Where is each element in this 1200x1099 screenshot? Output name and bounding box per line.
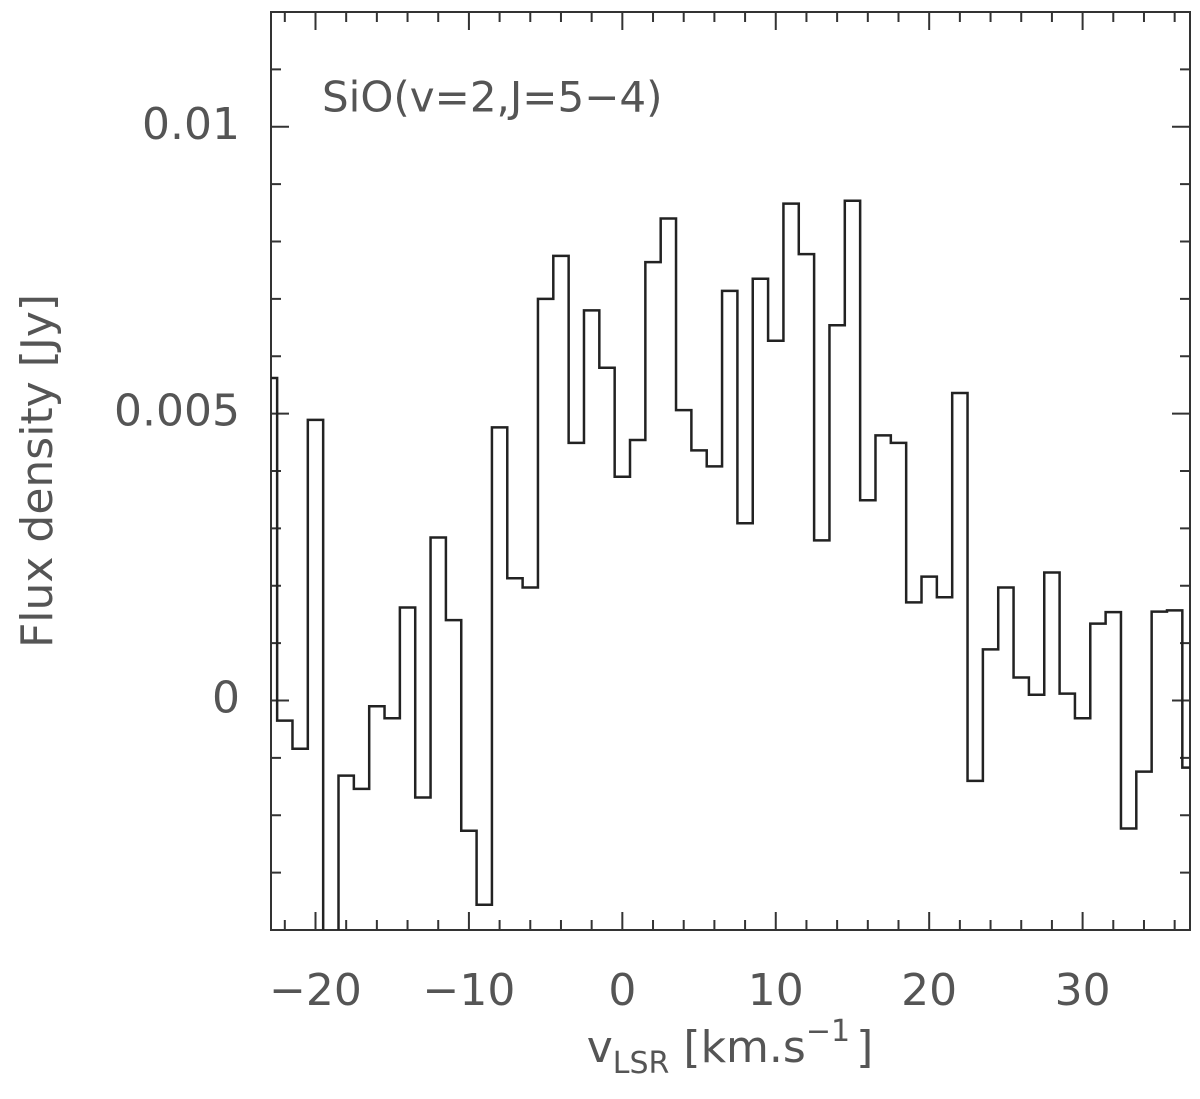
x-label-close: ] xyxy=(856,1022,873,1073)
x-label-unit: [km.s xyxy=(683,1022,805,1073)
x-tick-label: 20 xyxy=(901,965,957,1016)
x-label-sup: −1 xyxy=(806,1014,850,1049)
spectrum-line xyxy=(271,199,1190,930)
x-label-sub: LSR xyxy=(613,1046,670,1081)
x-tick-label: 10 xyxy=(748,965,804,1016)
y-axis-label: Flux density [Jy] xyxy=(12,294,63,648)
y-tick-label: 0.01 xyxy=(142,99,240,150)
x-tick-label: 30 xyxy=(1055,965,1111,1016)
y-tick-label: 0 xyxy=(212,673,240,724)
y-tick-label: 0.005 xyxy=(114,386,240,437)
x-label-base: v xyxy=(587,1022,613,1073)
x-axis-label: vLSR [km.s−1] xyxy=(587,1014,873,1081)
x-tick-label: −10 xyxy=(422,965,515,1016)
x-tick-label: 0 xyxy=(608,965,636,1016)
plot-frame xyxy=(270,11,1191,931)
annotation: SiO(v=2,J=5−4) xyxy=(322,73,663,122)
x-tick-label: −20 xyxy=(269,965,362,1016)
